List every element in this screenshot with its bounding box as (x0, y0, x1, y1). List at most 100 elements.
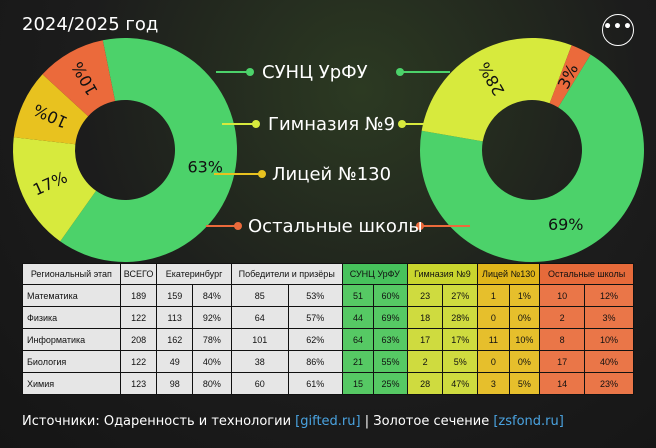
table-cell: 40% (584, 350, 634, 373)
subject-cell: Химия (22, 372, 121, 395)
table-cell: 159 (156, 284, 194, 307)
donut-slice (13, 74, 89, 145)
zsfond-link[interactable]: [zsfond.ru] (493, 414, 564, 429)
legend-item-other-schools: Остальные школы (248, 216, 423, 237)
table-row: Биология 122 49 40% 38 86% 21 55% 2 5% 0 0% 17 40% (22, 350, 634, 373)
header-gymnasium9: Гимназия №9 (406, 263, 479, 285)
table-cell: 23 (406, 284, 444, 307)
table-cell: 123 (119, 372, 158, 395)
connector-dot (246, 68, 254, 76)
table-cell: 0% (508, 350, 541, 373)
donut-slice (42, 40, 116, 117)
table-cell: 51 (341, 284, 375, 307)
donut-chart-left: 63%17%10%10% (13, 38, 238, 263)
table-cell: 55% (373, 350, 408, 373)
table-cell: 38 (230, 350, 289, 373)
connector-dot (234, 222, 242, 230)
table-cell: 28 (406, 372, 444, 395)
table-row: Физика 122 113 92% 64 57% 44 69% 18 28% 0 0% 2 3% (22, 306, 634, 329)
table-cell: 3 (477, 372, 510, 395)
header-ekaterinburg: Екатеринбург (156, 263, 232, 285)
donut-slice (13, 137, 97, 242)
table-cell: 5% (508, 372, 541, 395)
more-icon: ••• (603, 19, 633, 35)
table-cell: 62% (287, 328, 343, 351)
table-cell: 49 (156, 350, 194, 373)
gifted-link[interactable]: [gifted.ru] (295, 414, 361, 429)
table-cell: 10% (508, 328, 541, 351)
table-cell: 63% (373, 328, 408, 351)
header-total: ВСЕГО (119, 263, 158, 285)
table-cell: 47% (442, 372, 479, 395)
table-cell: 5% (442, 350, 479, 373)
header-stage: Региональный этап (22, 263, 121, 285)
table-cell: 85 (230, 284, 289, 307)
table-cell: 2 (539, 306, 586, 329)
table-cell: 122 (119, 350, 158, 373)
table-cell: 3% (584, 306, 634, 329)
connector-dot (252, 120, 260, 128)
legend-item-gymnasium9: Гимназия №9 (268, 114, 396, 135)
table-cell: 64 (341, 328, 375, 351)
table-row: Информатика 208 162 78% 101 62% 64 63% 17 17% 11 10… (22, 328, 634, 351)
slice-value-label: 69% (548, 215, 584, 234)
subject-cell: Математика (22, 284, 121, 307)
table-cell: 15 (341, 372, 375, 395)
connector-dot (258, 170, 266, 178)
subject-cell: Физика (22, 306, 121, 329)
donut-slice (421, 37, 572, 142)
subject-cell: Биология (22, 350, 121, 373)
table-cell: 60% (373, 284, 408, 307)
donut-slice (60, 38, 238, 263)
table-header-row: Региональный этап ВСЕГО Екатеринбург Поб… (22, 263, 634, 285)
table-cell: 69% (373, 306, 408, 329)
table-cell: 208 (119, 328, 158, 351)
slice-value-label: 63% (187, 157, 223, 176)
table-cell: 12% (584, 284, 634, 307)
legend-item-sunc: СУНЦ УрФУ (262, 62, 368, 83)
subject-cell: Информатика (22, 328, 121, 351)
table-row: Математика 189 159 84% 85 53% 51 60% 23 27% 1 1% 10 1… (22, 284, 634, 307)
table-cell: 10 (539, 284, 586, 307)
table-cell: 101 (230, 328, 289, 351)
table-cell: 17 (539, 350, 586, 373)
donut-slice (549, 45, 591, 108)
table-cell: 1 (477, 284, 510, 307)
table-cell: 23% (584, 372, 634, 395)
table-cell: 80% (192, 372, 232, 395)
legend-connectors (206, 68, 470, 230)
donut-slice (420, 54, 645, 263)
table-cell: 57% (287, 306, 343, 329)
table-cell: 60 (230, 372, 289, 395)
table-cell: 98 (156, 372, 194, 395)
connector-dot (398, 120, 406, 128)
table-cell: 8 (539, 328, 586, 351)
table-body: Математика 189 159 84% 85 53% 51 60% 23 27% 1 1% 10 1… (22, 284, 634, 395)
table-cell: 189 (119, 284, 158, 307)
header-lyceum130: Лицей №130 (477, 263, 541, 285)
table-cell: 84% (192, 284, 232, 307)
table-cell: 25% (373, 372, 408, 395)
table-cell: 61% (287, 372, 343, 395)
footer-prefix: Источники: Одаренность и технологии (22, 414, 296, 429)
legend-item-lyceum130: Лицей №130 (272, 164, 392, 185)
table-cell: 0 (477, 350, 510, 373)
header-other: Остальные школы (539, 263, 634, 285)
table-cell: 0% (508, 306, 541, 329)
footer-sources: Источники: Одаренность и технологии [gif… (22, 414, 564, 429)
table-cell: 92% (192, 306, 232, 329)
table-cell: 21 (341, 350, 375, 373)
table-cell: 122 (119, 306, 158, 329)
table-cell: 1% (508, 284, 541, 307)
donut-chart-right: 69%28% 3% (420, 37, 645, 263)
results-table: Региональный этап ВСЕГО Екатеринбург Поб… (22, 263, 634, 395)
more-options-button[interactable]: ••• (602, 14, 634, 46)
page-title: 2024/2025 год (22, 14, 159, 35)
table-row: Химия 123 98 80% 60 61% 15 25% 28 47% 3 5% 14 23% (22, 372, 634, 395)
table-cell: 17 (406, 328, 444, 351)
table-cell: 2 (406, 350, 444, 373)
table-cell: 10% (584, 328, 634, 351)
table-cell: 17% (442, 328, 479, 351)
table-cell: 14 (539, 372, 586, 395)
table-cell: 40% (192, 350, 232, 373)
